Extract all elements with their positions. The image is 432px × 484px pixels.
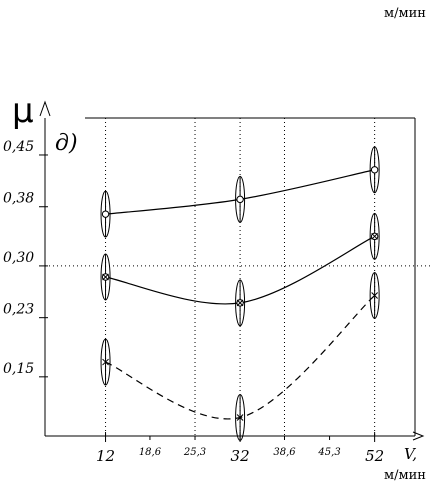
data-point [370, 166, 379, 174]
x-unit-label-top: м/мин [384, 6, 426, 21]
y-tick-label: 0,38 [3, 191, 34, 207]
x-minor-tick-label: 25,3 [183, 447, 206, 458]
x-axis-arrow [412, 431, 425, 441]
x-minor-tick-label: 38,6 [273, 447, 296, 458]
y-tick-label: 0,15 [3, 361, 34, 377]
y-tick-label: 0,30 [3, 250, 34, 266]
x-tick-label: 52 [365, 447, 384, 465]
data-point-cross [102, 273, 109, 281]
data-point [101, 210, 110, 218]
y-tick-label: 0,23 [3, 302, 34, 318]
y-axis-arrow [39, 100, 51, 117]
data-point [236, 195, 244, 204]
data-point-cross [236, 299, 244, 307]
x-axis-label: V, [404, 445, 417, 463]
x-minor-tick-label: 18,6 [139, 447, 162, 458]
x-unit-label: м/мин [384, 468, 426, 483]
data-point-cross [102, 358, 109, 366]
y-tick-label: 0,45 [3, 139, 34, 155]
data-point-cross [371, 292, 378, 299]
y-axis-label: μ [12, 91, 34, 131]
data-point-cross [371, 232, 378, 240]
x-tick-label: 12 [96, 447, 115, 465]
x-tick-label: 32 [231, 447, 250, 465]
panel-label: д) [55, 131, 78, 156]
x-minor-tick-label: 45,3 [317, 447, 340, 458]
data-point-cross [236, 414, 244, 421]
